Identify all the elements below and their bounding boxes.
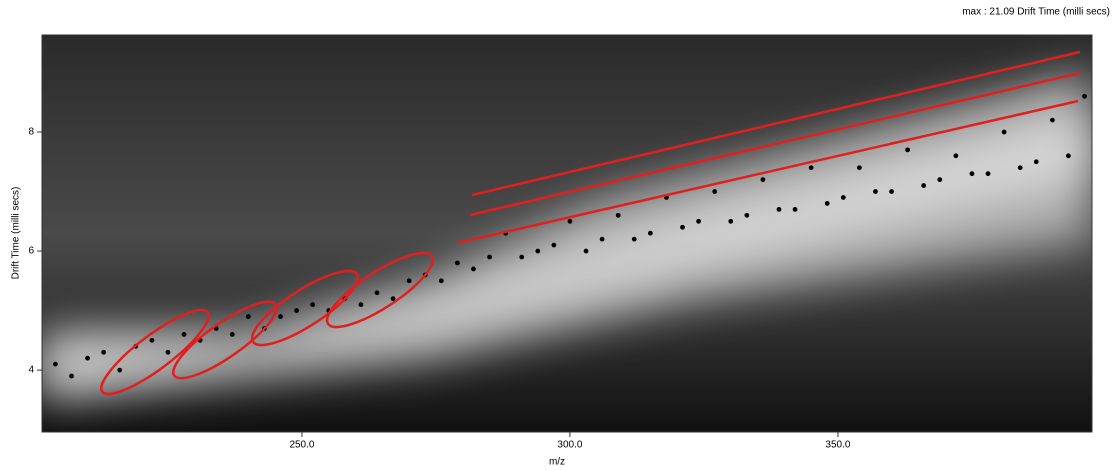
point bbox=[953, 153, 959, 159]
point bbox=[149, 337, 155, 343]
point bbox=[69, 373, 74, 379]
point bbox=[824, 201, 830, 206]
x-axis-label: m/z bbox=[549, 457, 565, 468]
point bbox=[85, 355, 90, 361]
point bbox=[631, 236, 637, 242]
point bbox=[696, 218, 701, 224]
point bbox=[969, 171, 975, 177]
point bbox=[647, 230, 653, 236]
point bbox=[567, 218, 573, 224]
x-tick-label: 250.0 bbox=[289, 440, 314, 451]
point bbox=[760, 177, 766, 183]
point bbox=[873, 189, 878, 194]
point bbox=[117, 367, 123, 373]
x-tick-label: 350.0 bbox=[825, 440, 850, 451]
point bbox=[358, 302, 364, 308]
point bbox=[245, 314, 251, 319]
point bbox=[744, 212, 750, 218]
point bbox=[406, 278, 412, 284]
point bbox=[390, 296, 396, 302]
point bbox=[551, 242, 557, 248]
point bbox=[712, 189, 718, 194]
point bbox=[615, 212, 621, 218]
y-tick-label: 4 bbox=[28, 365, 34, 376]
point bbox=[454, 260, 460, 266]
point bbox=[52, 361, 58, 367]
point bbox=[471, 266, 476, 272]
point bbox=[599, 236, 605, 242]
point bbox=[535, 248, 541, 254]
point bbox=[905, 147, 911, 153]
x-tick-label: 300.0 bbox=[557, 440, 582, 451]
point bbox=[937, 177, 943, 183]
point bbox=[165, 349, 171, 355]
plot-frame bbox=[41, 34, 1093, 433]
point bbox=[889, 189, 894, 194]
point bbox=[1017, 165, 1023, 171]
y-tick-label: 8 bbox=[28, 127, 34, 138]
point bbox=[728, 218, 734, 224]
point bbox=[792, 206, 798, 212]
point bbox=[487, 254, 492, 260]
point bbox=[776, 206, 782, 212]
point bbox=[229, 331, 235, 337]
point bbox=[294, 308, 299, 313]
point bbox=[438, 278, 444, 284]
point bbox=[840, 195, 846, 200]
point bbox=[278, 314, 283, 319]
point bbox=[1049, 117, 1055, 123]
point bbox=[374, 290, 380, 296]
point bbox=[985, 171, 991, 177]
point bbox=[1033, 159, 1039, 165]
point bbox=[181, 331, 187, 337]
point bbox=[921, 183, 927, 188]
chart-title: max : 21.09 Drift Time (milli secs) bbox=[962, 7, 1110, 18]
point bbox=[1001, 129, 1007, 135]
point bbox=[856, 165, 862, 171]
point bbox=[519, 254, 525, 260]
point bbox=[808, 165, 814, 171]
point bbox=[1066, 153, 1071, 159]
point bbox=[583, 248, 589, 254]
annotations bbox=[100, 50, 1081, 396]
point bbox=[101, 349, 107, 355]
y-axis-label: Drift Time (milli secs) bbox=[11, 187, 22, 280]
point bbox=[680, 224, 685, 230]
point bbox=[310, 302, 316, 308]
y-tick-label: 6 bbox=[28, 246, 34, 257]
point bbox=[1082, 93, 1087, 99]
